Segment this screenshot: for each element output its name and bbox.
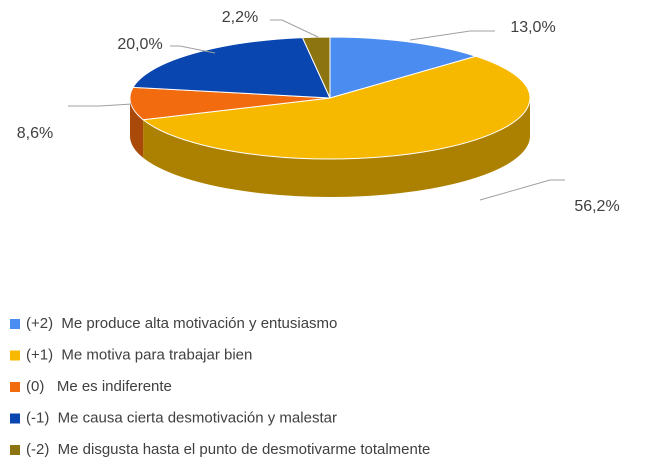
slice-side-shade: [143, 98, 530, 197]
slice-side-shade: [130, 98, 144, 158]
slice: [301, 36, 331, 99]
leader-line: [170, 45, 216, 54]
leader-line: [68, 103, 133, 107]
legend-label: (-1) Me causa cierta desmotivación y mal…: [26, 409, 337, 426]
leader-line: [409, 30, 495, 41]
legend: (+2) Me produce alta motivación y entusi…: [10, 315, 430, 458]
data-label: 13,0%: [510, 19, 555, 36]
data-label: 2,2%: [222, 9, 258, 26]
legend-swatch: [10, 319, 20, 329]
data-label: 8,6%: [17, 125, 53, 142]
data-label: 20,0%: [117, 36, 162, 53]
slice-side: [143, 98, 530, 197]
data-labels: 13,0% 56,2% 8,6% 20,0% 2,2%: [17, 9, 620, 215]
legend-swatch: [10, 413, 20, 424]
slice: [132, 37, 331, 99]
legend-label: (+2) Me produce alta motivación y entusi…: [26, 315, 337, 332]
slice-side: [130, 98, 144, 158]
leader-line: [270, 19, 319, 38]
slice: [141, 55, 531, 160]
leader-line: [479, 179, 565, 201]
legend-swatch: [10, 350, 20, 361]
data-label: 56,2%: [574, 198, 619, 215]
legend-label: (-2) Me disgusta hasta el punto de desmo…: [26, 441, 430, 458]
slice: [329, 36, 478, 99]
legend-swatch: [10, 445, 20, 455]
pie-tops: [129, 36, 531, 160]
legend-label: (+1) Me motiva para trabajar bien: [26, 346, 252, 363]
legend-label: (0) Me es indiferente: [26, 378, 172, 395]
legend-swatch: [10, 382, 20, 392]
pie-sides: [130, 98, 530, 197]
